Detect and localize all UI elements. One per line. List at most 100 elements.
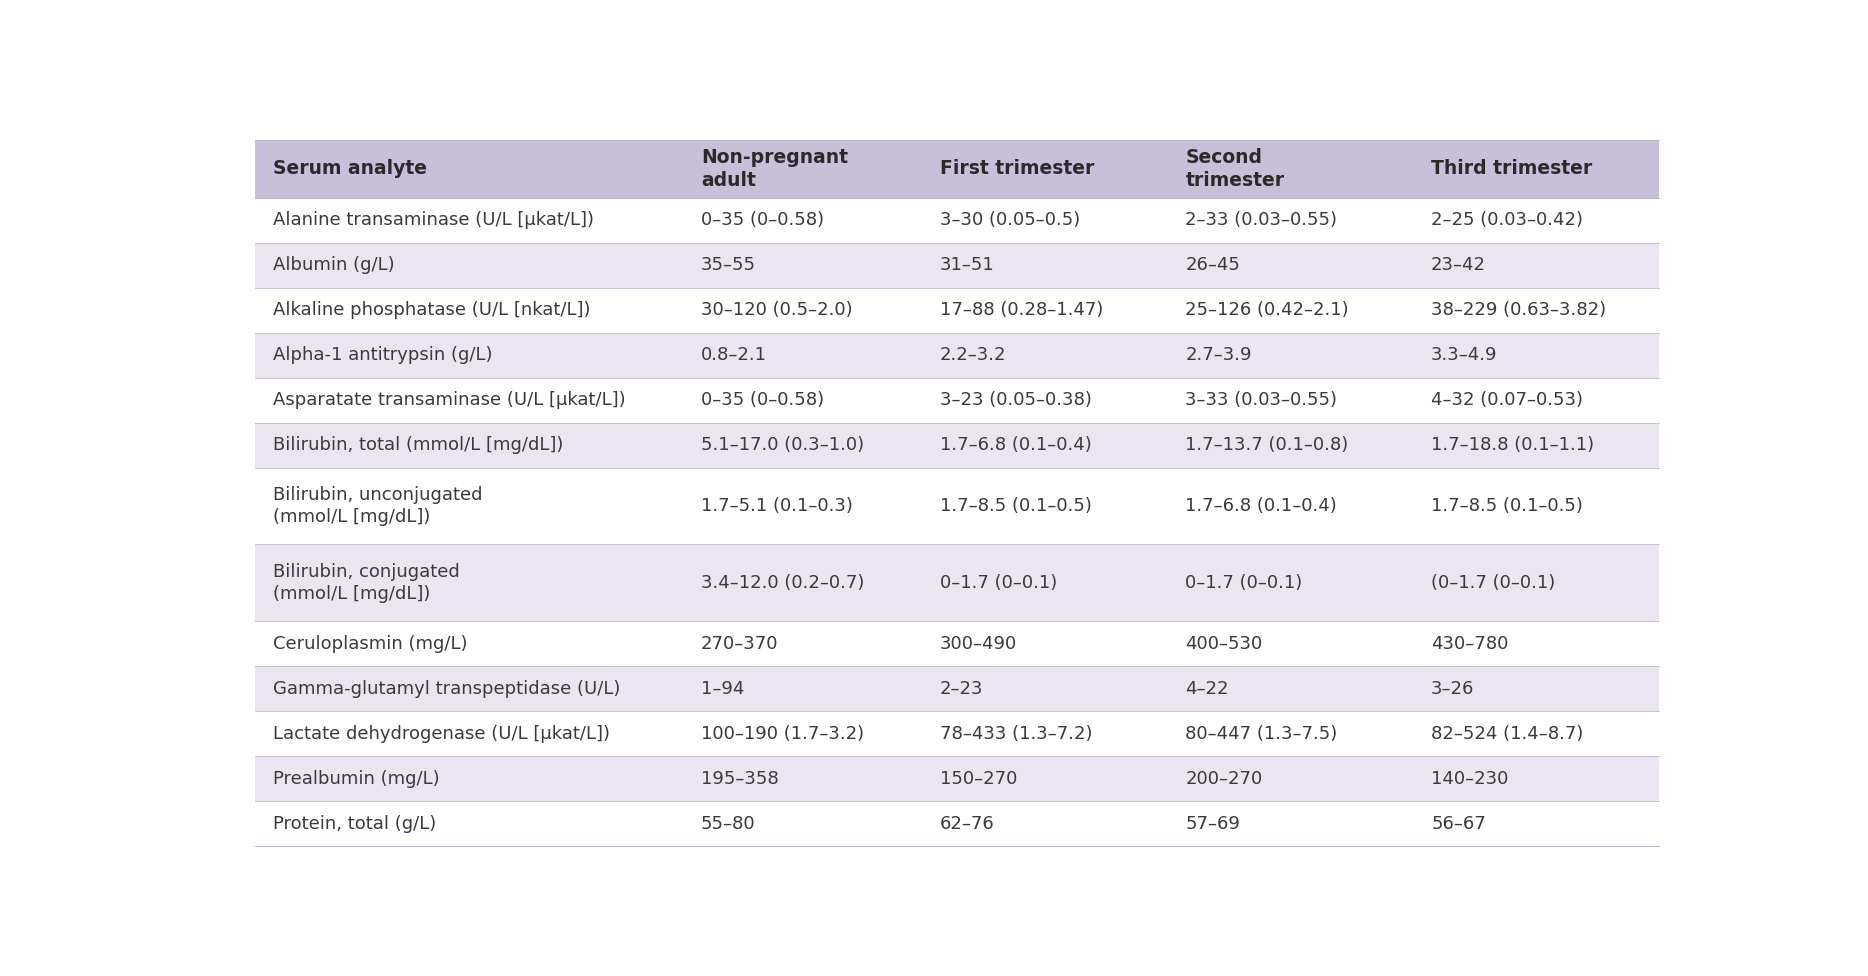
Bar (923, 140, 1168, 198)
Text: Asparatate transaminase (U/L [μkat/L]): Asparatate transaminase (U/L [μkat/L]) (273, 391, 626, 409)
Bar (1168, 468, 1414, 545)
Bar (256, 243, 684, 288)
Bar (256, 140, 684, 198)
Text: 0–1.7 (0–0.1): 0–1.7 (0–0.1) (1186, 574, 1302, 591)
Text: 2–25 (0.03–0.42): 2–25 (0.03–0.42) (1431, 212, 1582, 229)
Bar (684, 288, 923, 333)
Bar (923, 378, 1168, 423)
Text: 55–80: 55–80 (700, 815, 755, 833)
Text: Bilirubin, unconjugated
(mmol/L [mg/dL]): Bilirubin, unconjugated (mmol/L [mg/dL]) (273, 486, 482, 526)
Text: 195–358: 195–358 (700, 770, 779, 788)
Text: 1.7–18.8 (0.1–1.1): 1.7–18.8 (0.1–1.1) (1431, 436, 1593, 454)
Text: 23–42: 23–42 (1431, 257, 1487, 274)
Text: Non-pregnant
adult: Non-pregnant adult (700, 147, 848, 190)
Text: 56–67: 56–67 (1431, 815, 1485, 833)
Bar (923, 333, 1168, 378)
Bar (1414, 712, 1659, 756)
Text: Second
trimester: Second trimester (1186, 147, 1285, 190)
Text: 0–1.7 (0–0.1): 0–1.7 (0–0.1) (940, 574, 1057, 591)
Text: 30–120 (0.5–2.0): 30–120 (0.5–2.0) (700, 302, 852, 319)
Text: 2–23: 2–23 (940, 679, 983, 698)
Text: 0–35 (0–0.58): 0–35 (0–0.58) (700, 391, 824, 409)
Bar (923, 423, 1168, 468)
Bar (1168, 333, 1414, 378)
Bar (923, 545, 1168, 621)
Text: (0–1.7 (0–0.1): (0–1.7 (0–0.1) (1431, 574, 1556, 591)
Text: 78–433 (1.3–7.2): 78–433 (1.3–7.2) (940, 724, 1093, 743)
Bar (1414, 243, 1659, 288)
Text: 1.7–5.1 (0.1–0.3): 1.7–5.1 (0.1–0.3) (700, 497, 854, 515)
Bar (923, 667, 1168, 712)
Bar (923, 198, 1168, 243)
Bar (256, 468, 684, 545)
Text: 82–524 (1.4–8.7): 82–524 (1.4–8.7) (1431, 724, 1584, 743)
Text: Alanine transaminase (U/L [μkat/L]): Alanine transaminase (U/L [μkat/L]) (273, 212, 594, 229)
Bar (1168, 198, 1414, 243)
Bar (684, 621, 923, 667)
Bar (1414, 545, 1659, 621)
Text: 1.7–6.8 (0.1–0.4): 1.7–6.8 (0.1–0.4) (1186, 497, 1337, 515)
Text: 3.4–12.0 (0.2–0.7): 3.4–12.0 (0.2–0.7) (700, 574, 865, 591)
Bar (684, 333, 923, 378)
Text: 1.7–6.8 (0.1–0.4): 1.7–6.8 (0.1–0.4) (940, 436, 1091, 454)
Bar (256, 288, 684, 333)
Text: 35–55: 35–55 (700, 257, 757, 274)
Text: 200–270: 200–270 (1186, 770, 1263, 788)
Bar (684, 801, 923, 846)
Text: 25–126 (0.42–2.1): 25–126 (0.42–2.1) (1186, 302, 1349, 319)
Bar (256, 545, 684, 621)
Text: 1.7–8.5 (0.1–0.5): 1.7–8.5 (0.1–0.5) (1431, 497, 1582, 515)
Bar (1414, 140, 1659, 198)
Bar (684, 243, 923, 288)
Text: Third trimester: Third trimester (1431, 159, 1592, 179)
Bar (684, 423, 923, 468)
Bar (1414, 423, 1659, 468)
Text: Bilirubin, total (mmol/L [mg/dL]): Bilirubin, total (mmol/L [mg/dL]) (273, 436, 562, 454)
Bar (256, 423, 684, 468)
Text: 5.1–17.0 (0.3–1.0): 5.1–17.0 (0.3–1.0) (700, 436, 865, 454)
Text: 4–32 (0.07–0.53): 4–32 (0.07–0.53) (1431, 391, 1582, 409)
Bar (923, 468, 1168, 545)
Bar (1168, 756, 1414, 801)
Bar (1168, 712, 1414, 756)
Text: Lactate dehydrogenase (U/L [μkat/L]): Lactate dehydrogenase (U/L [μkat/L]) (273, 724, 609, 743)
Text: 1.7–13.7 (0.1–0.8): 1.7–13.7 (0.1–0.8) (1186, 436, 1349, 454)
Text: 3–23 (0.05–0.38): 3–23 (0.05–0.38) (940, 391, 1091, 409)
Bar (1168, 140, 1414, 198)
Bar (923, 756, 1168, 801)
Text: Serum analyte: Serum analyte (273, 159, 426, 179)
Text: 2.2–3.2: 2.2–3.2 (940, 346, 1007, 364)
Text: Albumin (g/L): Albumin (g/L) (273, 257, 394, 274)
Bar (1414, 198, 1659, 243)
Text: 3–33 (0.03–0.55): 3–33 (0.03–0.55) (1186, 391, 1337, 409)
Text: 0–35 (0–0.58): 0–35 (0–0.58) (700, 212, 824, 229)
Text: 0.8–2.1: 0.8–2.1 (700, 346, 768, 364)
Text: 1.7–8.5 (0.1–0.5): 1.7–8.5 (0.1–0.5) (940, 497, 1091, 515)
Bar (1168, 288, 1414, 333)
Bar (684, 756, 923, 801)
Bar (1168, 545, 1414, 621)
Bar (1414, 756, 1659, 801)
Bar (923, 621, 1168, 667)
Bar (1168, 667, 1414, 712)
Text: Ceruloplasmin (mg/L): Ceruloplasmin (mg/L) (273, 634, 467, 653)
Text: Alpha-1 antitrypsin (g/L): Alpha-1 antitrypsin (g/L) (273, 346, 491, 364)
Text: 3.3–4.9: 3.3–4.9 (1431, 346, 1498, 364)
Bar (256, 801, 684, 846)
Bar (256, 378, 684, 423)
Bar (1414, 667, 1659, 712)
Bar (684, 198, 923, 243)
Text: 1–94: 1–94 (700, 679, 743, 698)
Text: 31–51: 31–51 (940, 257, 994, 274)
Text: 2–33 (0.03–0.55): 2–33 (0.03–0.55) (1186, 212, 1337, 229)
Bar (923, 243, 1168, 288)
Bar (256, 712, 684, 756)
Text: Alkaline phosphatase (U/L [nkat/L]): Alkaline phosphatase (U/L [nkat/L]) (273, 302, 590, 319)
Bar (256, 198, 684, 243)
Text: First trimester: First trimester (940, 159, 1095, 179)
Text: 3–26: 3–26 (1431, 679, 1474, 698)
Text: Prealbumin (mg/L): Prealbumin (mg/L) (273, 770, 439, 788)
Bar (923, 712, 1168, 756)
Text: 57–69: 57–69 (1186, 815, 1240, 833)
Bar (256, 621, 684, 667)
